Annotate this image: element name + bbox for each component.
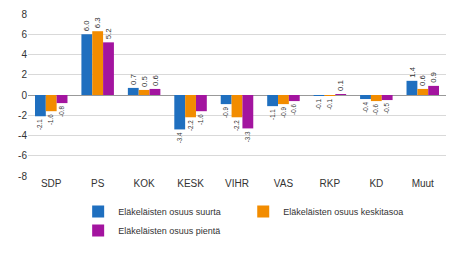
svg-text:-0.8: -0.8 xyxy=(58,106,65,117)
svg-text:0: 0 xyxy=(21,90,27,101)
svg-text:0.5: 0.5 xyxy=(140,76,149,87)
svg-text:0.1: 0.1 xyxy=(336,80,345,91)
svg-text:-8: -8 xyxy=(18,171,27,182)
svg-text:VAS: VAS xyxy=(274,178,294,189)
svg-text:Muut: Muut xyxy=(412,178,434,189)
svg-text:4: 4 xyxy=(21,49,27,60)
svg-text:Eläkeläisten osuus suurta: Eläkeläisten osuus suurta xyxy=(118,207,221,217)
svg-text:-0.1: -0.1 xyxy=(315,99,322,110)
svg-text:8: 8 xyxy=(21,9,27,20)
svg-text:-0.1: -0.1 xyxy=(326,99,333,110)
svg-text:-2.2: -2.2 xyxy=(187,120,194,131)
svg-text:SDP: SDP xyxy=(41,178,62,189)
svg-text:-1.6: -1.6 xyxy=(47,114,54,125)
svg-text:-0.6: -0.6 xyxy=(372,104,379,115)
svg-text:0.6: 0.6 xyxy=(151,75,160,86)
svg-text:6.0: 6.0 xyxy=(82,20,91,31)
svg-text:6.3: 6.3 xyxy=(93,17,102,28)
svg-text:-4: -4 xyxy=(18,130,27,141)
svg-text:KD: KD xyxy=(369,178,383,189)
svg-text:-0.9: -0.9 xyxy=(222,107,229,118)
svg-text:-0.4: -0.4 xyxy=(362,102,369,113)
svg-text:0.9: 0.9 xyxy=(429,72,438,83)
svg-text:-2.1: -2.1 xyxy=(36,119,43,130)
svg-text:-6: -6 xyxy=(18,150,27,161)
svg-text:-3.4: -3.4 xyxy=(176,132,183,143)
svg-text:-1.6: -1.6 xyxy=(197,114,204,125)
svg-text:-1.1: -1.1 xyxy=(269,109,276,120)
svg-text:0.6: 0.6 xyxy=(418,75,427,86)
svg-text:-2: -2 xyxy=(18,110,27,121)
svg-text:RKP: RKP xyxy=(320,178,341,189)
svg-text:-0.6: -0.6 xyxy=(290,104,297,115)
svg-text:-2.2: -2.2 xyxy=(233,120,240,131)
svg-text:KESK: KESK xyxy=(177,178,204,189)
svg-text:5.2: 5.2 xyxy=(104,29,113,40)
svg-text:1.4: 1.4 xyxy=(408,66,417,77)
svg-text:-0.5: -0.5 xyxy=(383,103,390,114)
svg-text:PS: PS xyxy=(91,178,105,189)
svg-text:KOK: KOK xyxy=(134,178,155,189)
svg-text:6: 6 xyxy=(21,29,27,40)
svg-text:2: 2 xyxy=(21,69,27,80)
svg-text:Eläkeläisten osuus pientä: Eläkeläisten osuus pientä xyxy=(118,226,220,236)
svg-text:0.7: 0.7 xyxy=(129,74,138,85)
svg-text:VIHR: VIHR xyxy=(225,178,249,189)
svg-text:Eläkeläisten osuus keskitasoa: Eläkeläisten osuus keskitasoa xyxy=(283,207,403,217)
svg-text:-0.9: -0.9 xyxy=(280,107,287,118)
svg-text:-3.3: -3.3 xyxy=(244,131,251,142)
